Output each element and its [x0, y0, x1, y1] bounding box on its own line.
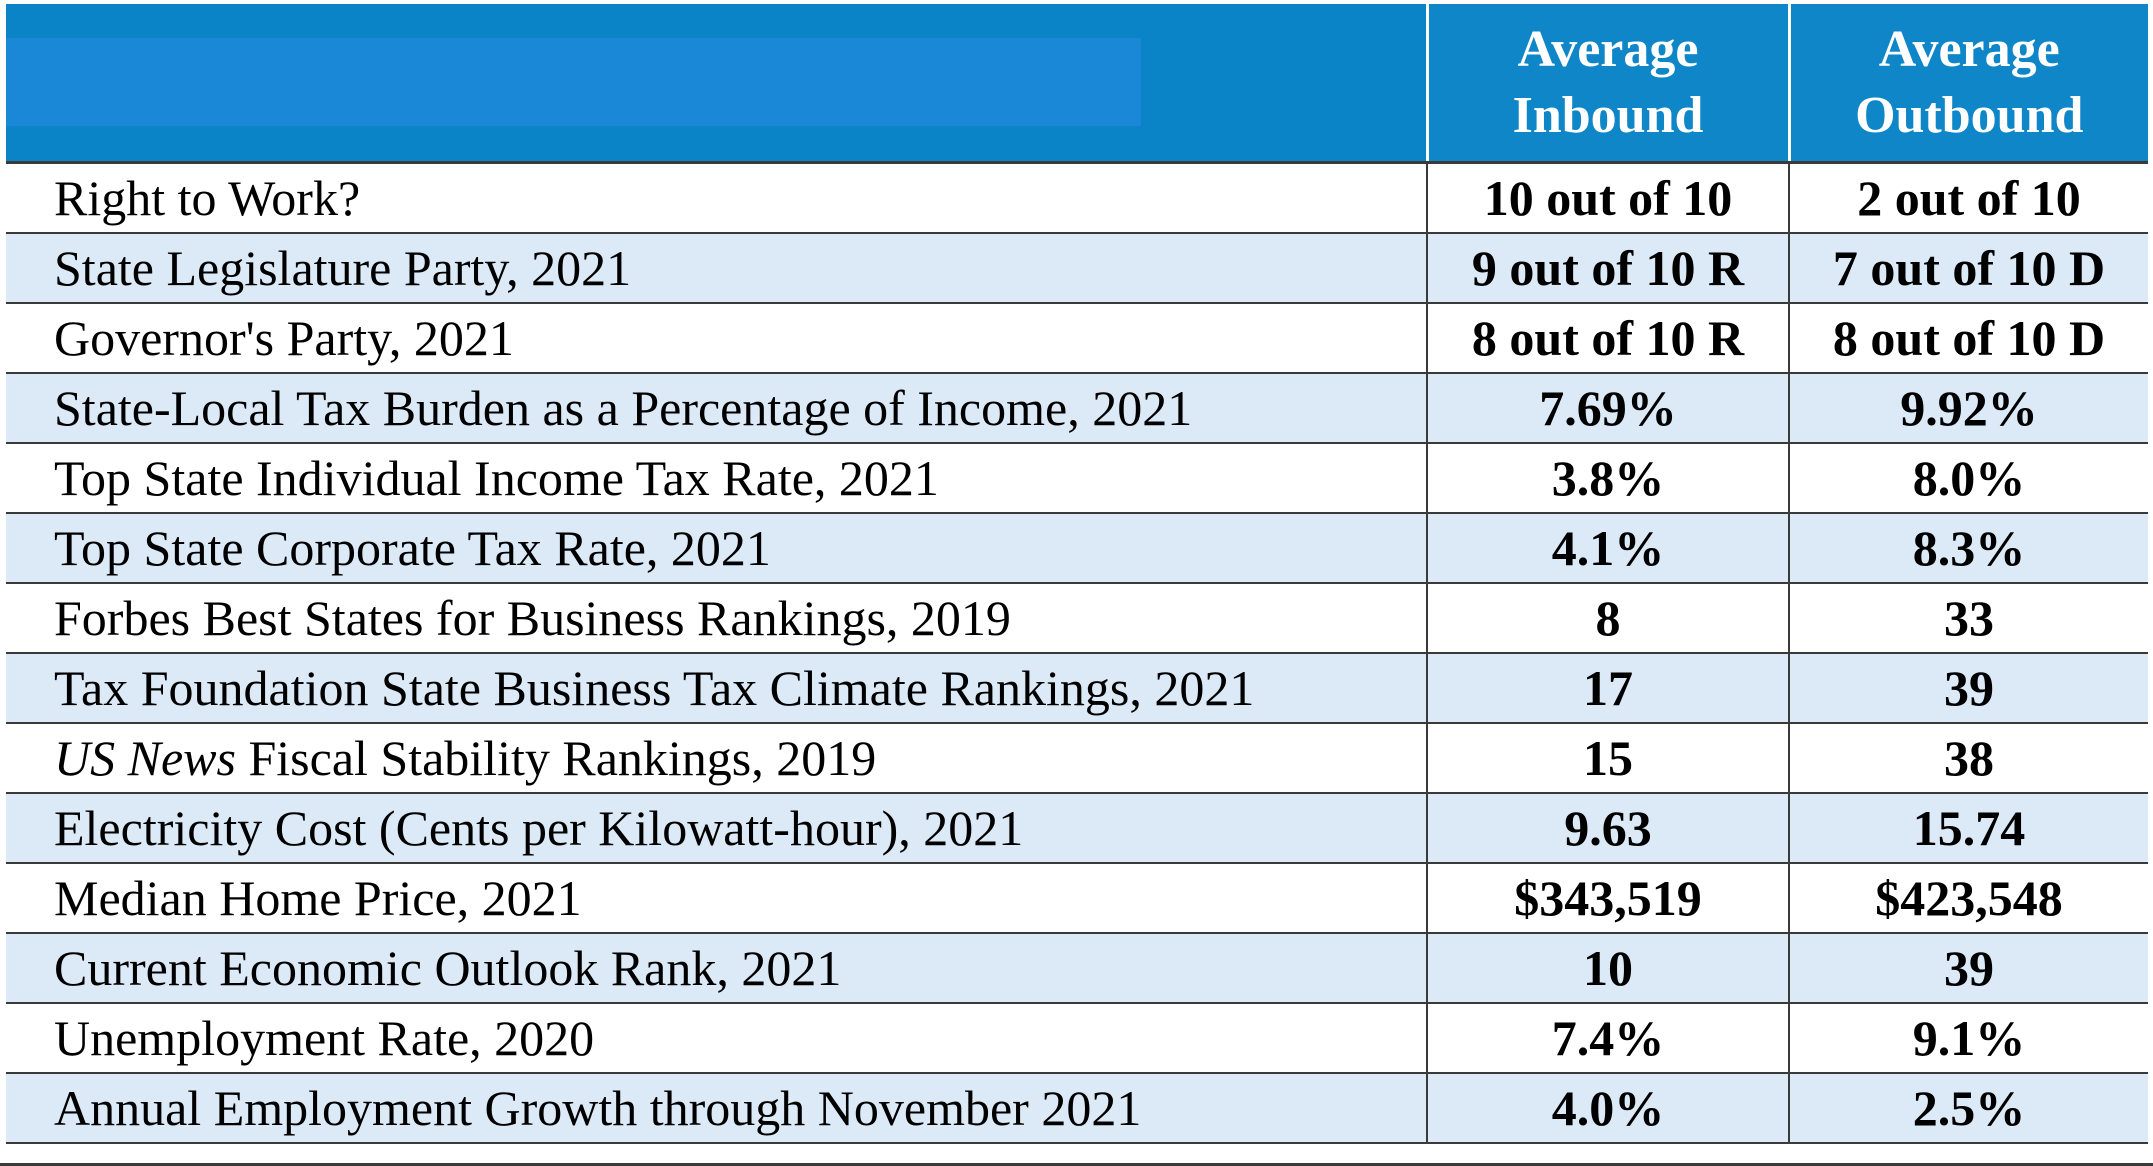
outbound-value: 33 [1788, 583, 2148, 654]
state-comparison-table: Average Inbound Average Outbound Right t… [6, 4, 2148, 1144]
inbound-value: $343,519 [1426, 863, 1789, 934]
header-row: Average Inbound Average Outbound [6, 4, 2148, 164]
outbound-value: $423,548 [1788, 863, 2148, 934]
outbound-value: 9.92% [1788, 373, 2148, 444]
outbound-value: 8.3% [1788, 513, 2148, 584]
row-label-rest: Fiscal Stability Rankings, 2019 [235, 730, 877, 786]
row-label: Tax Foundation State Business Tax Climat… [6, 653, 1427, 724]
table-body: Right to Work? 10 out of 10 2 out of 10 … [6, 162, 2148, 1144]
row-label: State-Local Tax Burden as a Percentage o… [6, 373, 1427, 444]
row-label: Top State Individual Income Tax Rate, 20… [6, 443, 1427, 514]
inbound-value: 7.69% [1426, 373, 1789, 444]
row-label: State Legislature Party, 2021 [6, 233, 1427, 304]
table-row: US News Fiscal Stability Rankings, 2019 … [6, 723, 2148, 794]
comparison-table-container: Average Inbound Average Outbound Right t… [6, 4, 2148, 1164]
row-label: Forbes Best States for Business Rankings… [6, 583, 1427, 654]
outbound-value: 2.5% [1788, 1073, 2148, 1144]
inbound-value: 15 [1426, 723, 1789, 794]
row-label: Governor's Party, 2021 [6, 303, 1427, 374]
table-row: Governor's Party, 2021 8 out of 10 R 8 o… [6, 303, 2148, 374]
table-row: Electricity Cost (Cents per Kilowatt-hou… [6, 793, 2148, 864]
table-header: Average Inbound Average Outbound [6, 4, 2148, 164]
table-row: Top State Corporate Tax Rate, 2021 4.1% … [6, 513, 2148, 584]
table-row: Right to Work? 10 out of 10 2 out of 10 [6, 162, 2148, 234]
row-label: Unemployment Rate, 2020 [6, 1003, 1427, 1074]
inbound-value: 17 [1426, 653, 1789, 724]
header-average-outbound: Average Outbound [1787, 4, 2148, 164]
inbound-value: 7.4% [1426, 1003, 1789, 1074]
outbound-value: 8 out of 10 D [1788, 303, 2148, 374]
row-label-italic: US News [54, 730, 236, 786]
outbound-value: 38 [1788, 723, 2148, 794]
header-outbound-line-2: Outbound [1855, 86, 2084, 144]
inbound-value: 10 out of 10 [1426, 162, 1789, 234]
table-row: Current Economic Outlook Rank, 2021 10 3… [6, 933, 2148, 1004]
inbound-value: 9 out of 10 R [1426, 233, 1789, 304]
outbound-value: 39 [1788, 933, 2148, 1004]
table-row: Unemployment Rate, 2020 7.4% 9.1% [6, 1003, 2148, 1074]
row-label: Annual Employment Growth through Novembe… [6, 1073, 1427, 1144]
row-label: US News Fiscal Stability Rankings, 2019 [6, 723, 1427, 794]
row-label: Top State Corporate Tax Rate, 2021 [6, 513, 1427, 584]
outbound-value: 9.1% [1788, 1003, 2148, 1074]
table-row: Forbes Best States for Business Rankings… [6, 583, 2148, 654]
inbound-value: 8 out of 10 R [1426, 303, 1789, 374]
row-label: Right to Work? [6, 162, 1427, 234]
table-row: Annual Employment Growth through Novembe… [6, 1073, 2148, 1144]
inbound-value: 4.1% [1426, 513, 1789, 584]
outbound-value: 7 out of 10 D [1788, 233, 2148, 304]
row-label: Current Economic Outlook Rank, 2021 [6, 933, 1427, 1004]
header-inbound-line-1: Average [1517, 20, 1699, 78]
inbound-value: 10 [1426, 933, 1789, 1004]
outbound-value: 15.74 [1788, 793, 2148, 864]
header-blank-cell [6, 4, 1427, 164]
outbound-value: 39 [1788, 653, 2148, 724]
header-average-inbound: Average Inbound [1425, 4, 1789, 164]
table-row: Top State Individual Income Tax Rate, 20… [6, 443, 2148, 514]
header-outbound-line-1: Average [1878, 20, 2060, 78]
header-highlight-band [6, 38, 1141, 126]
inbound-value: 4.0% [1426, 1073, 1789, 1144]
outbound-value: 8.0% [1788, 443, 2148, 514]
table-row: Tax Foundation State Business Tax Climat… [6, 653, 2148, 724]
outbound-value: 2 out of 10 [1788, 162, 2148, 234]
inbound-value: 8 [1426, 583, 1789, 654]
table-row: Median Home Price, 2021 $343,519 $423,54… [6, 863, 2148, 934]
row-label: Electricity Cost (Cents per Kilowatt-hou… [6, 793, 1427, 864]
table-row: State-Local Tax Burden as a Percentage o… [6, 373, 2148, 444]
inbound-value: 9.63 [1426, 793, 1789, 864]
header-inbound-line-2: Inbound [1512, 86, 1704, 144]
table-row: State Legislature Party, 2021 9 out of 1… [6, 233, 2148, 304]
bottom-border-line [0, 1163, 2153, 1166]
row-label: Median Home Price, 2021 [6, 863, 1427, 934]
inbound-value: 3.8% [1426, 443, 1789, 514]
